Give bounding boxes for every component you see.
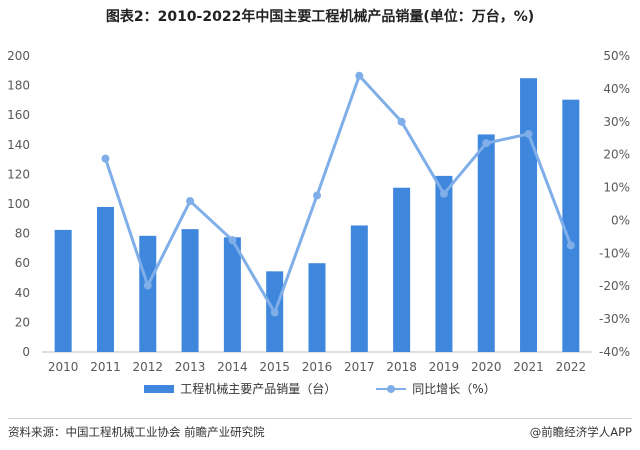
y-right-tick-label: 30% — [603, 115, 630, 129]
line-point-2018 — [397, 117, 406, 126]
y-left-tick-label: 80 — [15, 227, 30, 241]
line-point-2019 — [439, 189, 448, 198]
x-tick-label: 2017 — [344, 360, 375, 374]
legend-bar-swatch — [144, 384, 175, 393]
chart-title: 图表2：2010-2022年中国主要工程机械产品销量(单位：万台，%) — [105, 9, 535, 25]
bar-2021 — [520, 78, 538, 352]
bar-2012 — [139, 235, 157, 352]
x-tick-label: 2020 — [471, 360, 502, 374]
x-tick-label: 2019 — [429, 360, 460, 374]
y-left-tick-label: 160 — [7, 108, 30, 122]
bar-2010 — [54, 229, 72, 352]
growth-line — [104, 74, 573, 315]
x-tick-label: 2011 — [90, 360, 121, 374]
bar-2022 — [562, 99, 580, 352]
y-left-tick-label: 100 — [7, 197, 30, 211]
legend-bar-label: 工程机械主要产品销量（台） — [180, 382, 337, 396]
y-left-tick-label: 20 — [15, 315, 30, 329]
y-right-tick-label: 10% — [603, 181, 630, 195]
bar-2013 — [181, 229, 199, 352]
bar-2016 — [308, 263, 326, 352]
line-point-2013 — [186, 197, 195, 206]
footer-divider — [8, 418, 632, 419]
legend-item-bar: 工程机械主要产品销量（台） — [144, 380, 336, 397]
x-tick-label: 2015 — [259, 360, 290, 374]
source-note: 资料来源：中国工程机械工业协会 前瞻产业研究院 — [8, 425, 265, 439]
line-point-2021 — [524, 129, 533, 138]
y-left-tick-label: 200 — [7, 49, 30, 63]
x-tick-label: 2021 — [513, 360, 544, 374]
line-point-2020 — [482, 139, 491, 148]
line-point-2022 — [566, 241, 575, 250]
x-tick-label: 2012 — [132, 360, 163, 374]
y-right-tick-label: -20% — [599, 279, 630, 293]
line-point-2017 — [355, 71, 364, 80]
legend-item-line: 同比增长（%） — [376, 380, 496, 397]
y-left-tick-label: 120 — [7, 167, 30, 181]
y-left-tick-label: 60 — [15, 256, 30, 270]
x-tick-label: 2014 — [217, 360, 248, 374]
line-point-2015 — [270, 308, 279, 317]
x-tick-label: 2013 — [175, 360, 206, 374]
y-left-tick-label: 180 — [7, 79, 30, 93]
x-tick-label: 2018 — [386, 360, 417, 374]
line-point-2016 — [313, 191, 321, 200]
y-axis-right: -40% -30% -20% -10% 0% 10% 20% 30% 40% 50% — [599, 49, 630, 359]
y-left-tick-label: 40 — [15, 286, 30, 300]
y-right-tick-label: -30% — [599, 312, 630, 326]
bar-2020 — [477, 134, 495, 352]
bar-series — [54, 78, 580, 352]
y-right-tick-label: 40% — [603, 82, 630, 96]
x-axis: 2010 2011 2012 2013 2014 2015 2016 2017 2018 2019… — [48, 360, 586, 374]
bar-2019 — [435, 175, 453, 352]
line-point-2011 — [101, 154, 110, 163]
y-axis-left: 0 20 40 60 80 100 120 140 160 180 200 — [7, 49, 30, 359]
bar-2017 — [350, 225, 368, 352]
line-series — [101, 71, 575, 317]
legend-line-swatch — [376, 383, 407, 395]
y-right-tick-label: 0% — [611, 213, 630, 227]
y-right-tick-label: -10% — [599, 246, 630, 260]
y-left-tick-label: 140 — [7, 138, 30, 152]
bar-2011 — [96, 206, 114, 352]
y-right-tick-label: 20% — [603, 148, 630, 162]
legend: 工程机械主要产品销量（台） 同比增长（%） — [0, 380, 640, 397]
x-tick-label: 2016 — [302, 360, 333, 374]
credit-note: @前瞻经济学人APP — [529, 425, 632, 439]
legend-line-label: 同比增长（%） — [412, 382, 496, 396]
bar-2014 — [223, 237, 241, 352]
line-point-2012 — [143, 281, 152, 290]
line-point-2014 — [228, 236, 237, 245]
x-tick-label: 2010 — [48, 360, 79, 374]
bar-2018 — [393, 187, 411, 352]
y-left-tick-label: 0 — [22, 345, 30, 359]
y-right-tick-label: -40% — [599, 345, 630, 359]
x-tick-label: 2022 — [556, 360, 587, 374]
y-right-tick-label: 50% — [603, 49, 630, 63]
